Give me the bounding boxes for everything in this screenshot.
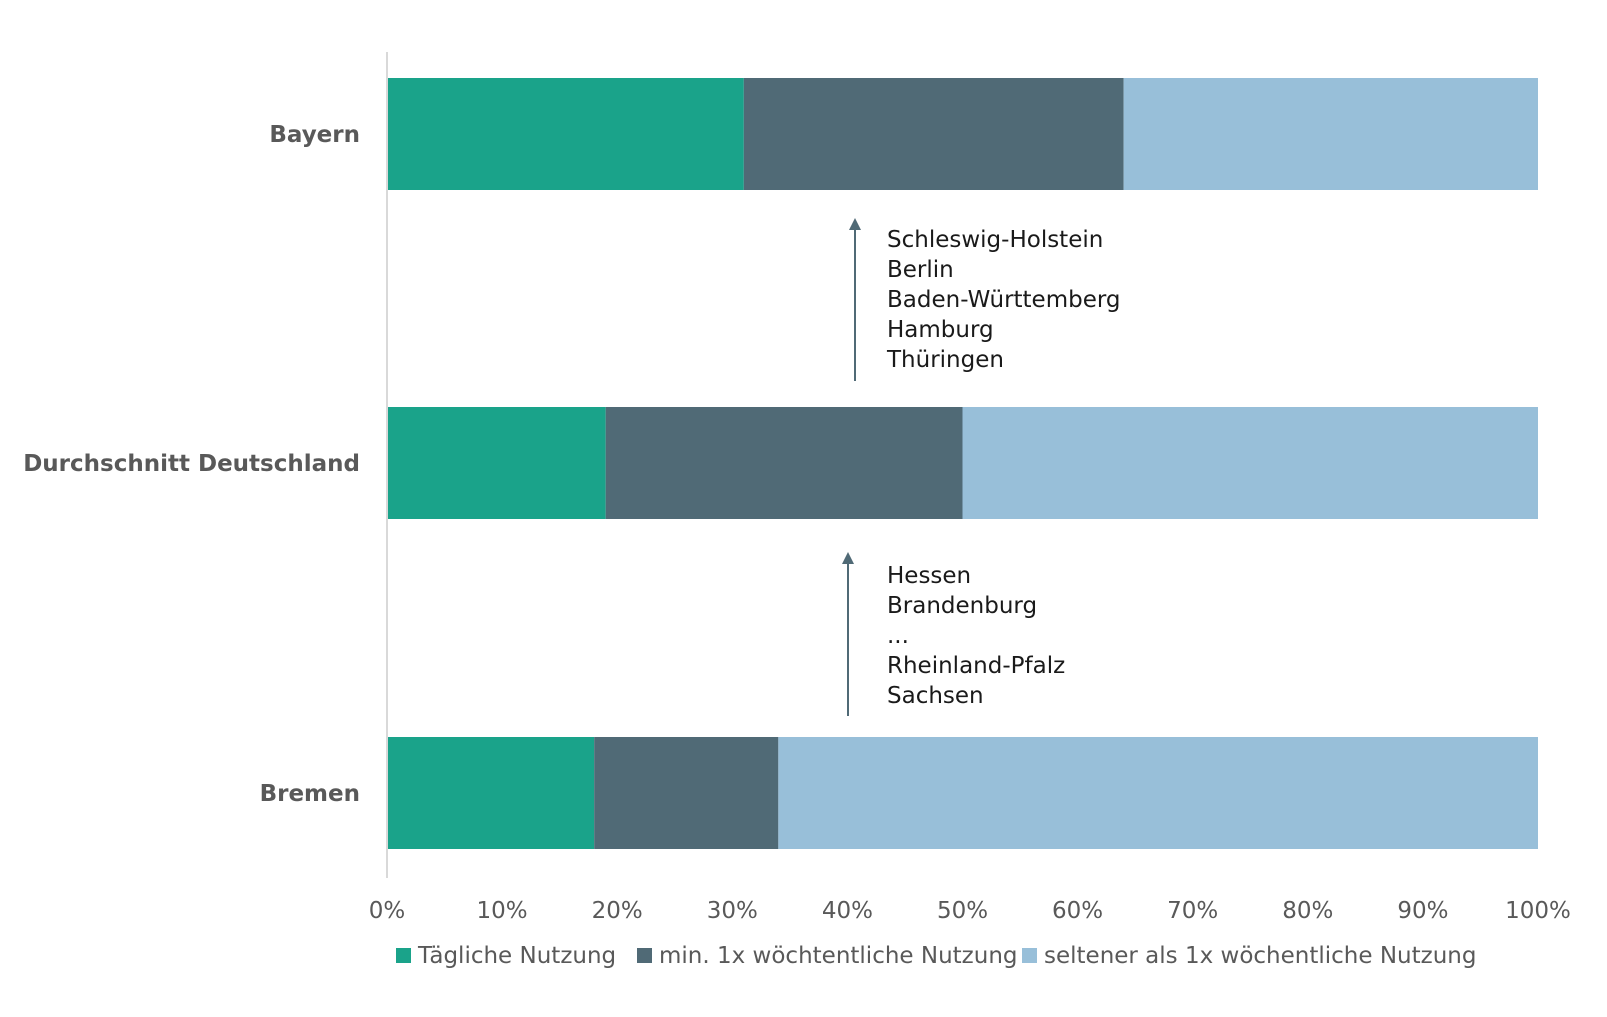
x-tick-label: 50%	[937, 898, 988, 924]
x-tick-label: 20%	[592, 898, 643, 924]
annotation-label-brandenburg: Brandenburg	[887, 593, 1037, 619]
annotation-label-thueringen: Thüringen	[886, 347, 1004, 373]
x-tick-label: 80%	[1282, 898, 1333, 924]
category-label-bremen: Bremen	[260, 781, 360, 807]
x-tick-label: 0%	[369, 898, 406, 924]
bar-segment-bremen-min-1x-woechtentliche-nutzung	[594, 737, 779, 849]
legend-swatch-seltener-als-1x-woechentliche-nutzung	[1022, 948, 1037, 963]
legend-swatch-min-1x-woechtentliche-nutzung	[637, 948, 652, 963]
annotation-label-berlin: Berlin	[887, 257, 954, 283]
annotation-label-baden-wuerttemberg: Baden-Württemberg	[887, 287, 1121, 313]
annotation-label-schleswig-holstein: Schleswig-Holstein	[887, 227, 1103, 253]
x-tick-label: 10%	[477, 898, 528, 924]
bar-segment-durchschnitt-deutschland-min-1x-woechtentliche-nutzung	[605, 407, 963, 519]
category-label-bayern: Bayern	[269, 122, 360, 148]
bar-segment-durchschnitt-deutschland-seltener-als-1x-woechentliche-nutzung	[962, 407, 1538, 519]
bar-segment-bremen-seltener-als-1x-woechentliche-nutzung	[778, 737, 1538, 849]
legend-label-seltener-als-1x-woechentliche-nutzung: seltener als 1x wöchentliche Nutzung	[1044, 943, 1476, 969]
x-tick-label: 30%	[707, 898, 758, 924]
annotation-label-hamburg: Hamburg	[887, 317, 994, 343]
legend-label-min-1x-woechtentliche-nutzung: min. 1x wöchtentliche Nutzung	[659, 943, 1018, 969]
annotation-arrow-up-icon	[849, 218, 861, 230]
annotation-label-sachsen: Sachsen	[887, 683, 984, 709]
x-tick-label: 60%	[1052, 898, 1103, 924]
category-label-durchschnitt-deutschland: Durchschnitt Deutschland	[23, 451, 360, 477]
legend-label-taegliche-nutzung: Tägliche Nutzung	[417, 943, 616, 969]
x-tick-label: 100%	[1505, 898, 1571, 924]
bar-segment-bayern-taegliche-nutzung	[387, 78, 744, 190]
bar-segment-durchschnitt-deutschland-taegliche-nutzung	[387, 407, 606, 519]
x-tick-label: 40%	[822, 898, 873, 924]
bar-segment-bayern-min-1x-woechtentliche-nutzung	[743, 78, 1124, 190]
annotation-arrow-up-icon	[842, 552, 854, 564]
x-tick-label: 90%	[1397, 898, 1448, 924]
annotation-label-item: ...	[887, 623, 909, 649]
legend-swatch-taegliche-nutzung	[396, 948, 411, 963]
annotation-label-hessen: Hessen	[887, 563, 971, 589]
annotation-label-rheinland-pfalz: Rheinland-Pfalz	[887, 653, 1065, 679]
bar-segment-bayern-seltener-als-1x-woechentliche-nutzung	[1123, 78, 1538, 190]
x-tick-label: 70%	[1167, 898, 1218, 924]
bar-segment-bremen-taegliche-nutzung	[387, 737, 595, 849]
